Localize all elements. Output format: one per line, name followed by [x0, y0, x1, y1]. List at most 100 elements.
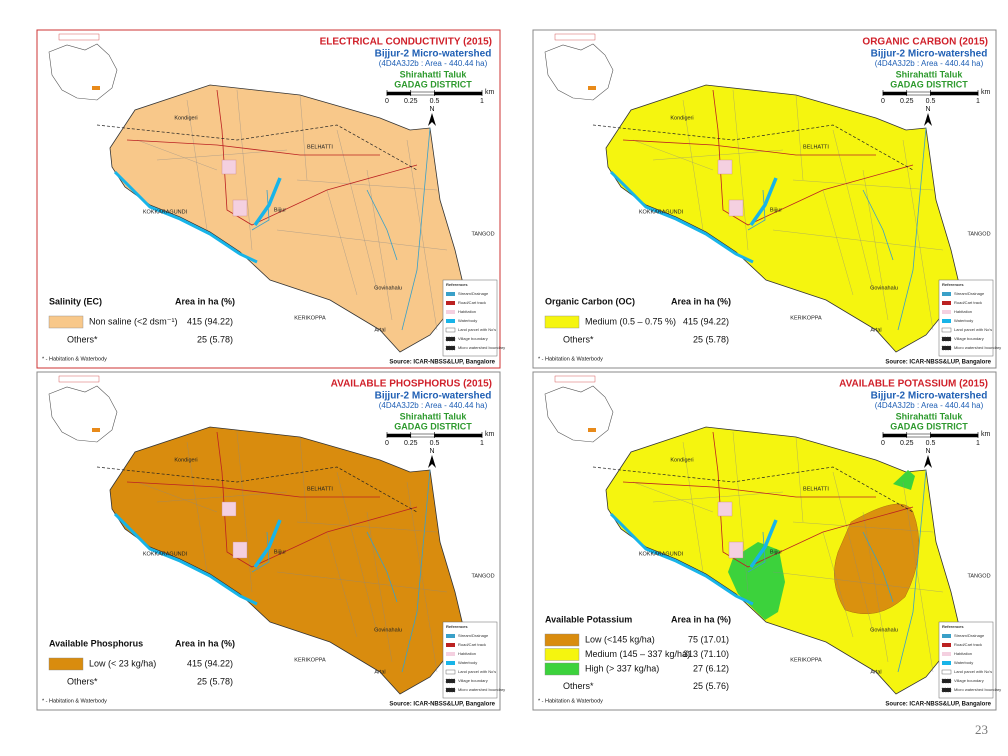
- village-label: Kondigeri: [174, 115, 197, 121]
- reference-label: Habitation: [954, 651, 972, 656]
- reference-label: Village boundary: [954, 336, 984, 341]
- scale-segment: [434, 433, 483, 438]
- watershed-name: Bijjur-2 Micro-watershed: [871, 391, 988, 402]
- legend-area-heading: Area in ha (%): [671, 296, 731, 306]
- road: [126, 431, 418, 568]
- legend-others-label: Others*: [67, 676, 98, 686]
- parcel-line: [336, 129, 378, 291]
- north-arrow: [924, 455, 932, 468]
- legend-others-area: 25 (5.78): [197, 676, 233, 686]
- stream: [251, 127, 431, 331]
- habitation: [728, 199, 744, 217]
- waterbody: [749, 177, 778, 227]
- village-label: BELHATTI: [803, 486, 829, 492]
- watershed-area: (4D4A3J2b : Area - 440.44 ha): [875, 401, 984, 410]
- scale-label: 0: [385, 98, 389, 105]
- parcel-line: [299, 436, 308, 523]
- scale-label: 1: [976, 98, 980, 105]
- legend-area: 313 (71.10): [683, 649, 729, 659]
- road: [622, 431, 914, 568]
- scale-segment: [386, 433, 411, 438]
- village-label: Govinahalu: [374, 285, 402, 291]
- scale-segment: [434, 91, 483, 96]
- village-label: Kondigeri: [670, 457, 693, 463]
- reference-label: Road/Cart track: [458, 300, 486, 305]
- parcel-line: [632, 139, 714, 171]
- reference-symbol: [446, 301, 455, 305]
- legend-others-area: 25 (5.78): [197, 334, 233, 344]
- parcel-line: [822, 531, 854, 638]
- north-label: N: [429, 106, 434, 113]
- village-label: Artal: [870, 669, 881, 675]
- village-label: Bijjur: [770, 207, 782, 213]
- parcel-line: [822, 189, 854, 296]
- parcel-line: [652, 491, 784, 503]
- north-arrow: [428, 113, 436, 126]
- reference-label: Habitation: [458, 651, 476, 656]
- legend-area: 415 (94.22): [187, 316, 233, 326]
- inset-header: [58, 375, 100, 383]
- parcel-line: [832, 129, 874, 291]
- parcel-line: [406, 139, 438, 331]
- inset-map: [544, 33, 614, 101]
- legend-others-area: 25 (5.78): [693, 334, 729, 344]
- village-label: Kondigeri: [174, 457, 197, 463]
- scale-label: 0.5: [430, 98, 440, 105]
- village-label: Bijjur: [274, 207, 286, 213]
- scale-label: 0: [385, 440, 389, 447]
- village-label: KOKKARAGUNDI: [143, 551, 188, 557]
- waterbody: [609, 512, 754, 606]
- parcel-line: [652, 149, 784, 161]
- parcel-line: [326, 531, 358, 638]
- village-label: BELHATTI: [803, 144, 829, 150]
- habitation: [232, 541, 248, 559]
- north-arrow: [428, 455, 436, 468]
- parcel-line: [772, 571, 944, 593]
- parcel-line: [186, 99, 208, 231]
- reference-symbol: [942, 634, 951, 638]
- parcel-line: [156, 149, 288, 161]
- village-label: KERIKOPPA: [294, 657, 326, 663]
- page-number: 23: [975, 722, 988, 737]
- watershed-area: (4D4A3J2b : Area - 440.44 ha): [875, 59, 984, 68]
- legend-swatch: [544, 662, 580, 676]
- waterbody: [113, 512, 258, 606]
- parcel-line: [772, 229, 944, 251]
- scale-label: 0.5: [926, 98, 936, 105]
- reference-symbol: [445, 678, 456, 684]
- legend-heading: Salinity (EC): [49, 296, 102, 306]
- scale-label: 0.25: [900, 98, 914, 105]
- inset-highlight: [588, 86, 596, 90]
- parcel-line: [336, 471, 378, 633]
- legend-swatch: [544, 315, 580, 329]
- inset-highlight: [92, 86, 100, 90]
- source-note: Source: ICAR-NBSS&LUP, Bangalore: [885, 360, 991, 366]
- reference-symbol: [446, 652, 455, 656]
- reference-symbol: [941, 336, 952, 342]
- village-label: Artal: [374, 327, 385, 333]
- reference-label: Micro watershed boundary: [954, 687, 1001, 692]
- village-boundary: [592, 124, 914, 171]
- high-zone: [728, 542, 785, 620]
- reference-symbol: [445, 327, 456, 333]
- reference-symbol: [941, 687, 952, 693]
- reference-symbol: [941, 345, 952, 351]
- reference-symbol: [942, 310, 951, 314]
- reference-label: Waterbody: [458, 318, 477, 323]
- inset-map: [544, 375, 614, 443]
- north-arrow: [924, 113, 932, 126]
- parcel-line: [792, 179, 934, 191]
- scale-unit: km: [981, 431, 991, 438]
- inset-map: [48, 375, 118, 443]
- parcel-line: [136, 139, 218, 171]
- district-name: GADAG DISTRICT: [394, 421, 472, 431]
- inset-highlight: [588, 428, 596, 432]
- parcel-line: [406, 481, 438, 673]
- references-heading: References: [942, 624, 964, 629]
- legend-others-label: Others*: [563, 334, 594, 344]
- watershed-area: (4D4A3J2b : Area - 440.44 ha): [379, 59, 488, 68]
- taluk-name: Shirahatti Taluk: [896, 69, 964, 79]
- village-label: KOKKARAGUNDI: [143, 209, 188, 215]
- legend-area-heading: Area in ha (%): [175, 296, 235, 306]
- road: [126, 89, 418, 226]
